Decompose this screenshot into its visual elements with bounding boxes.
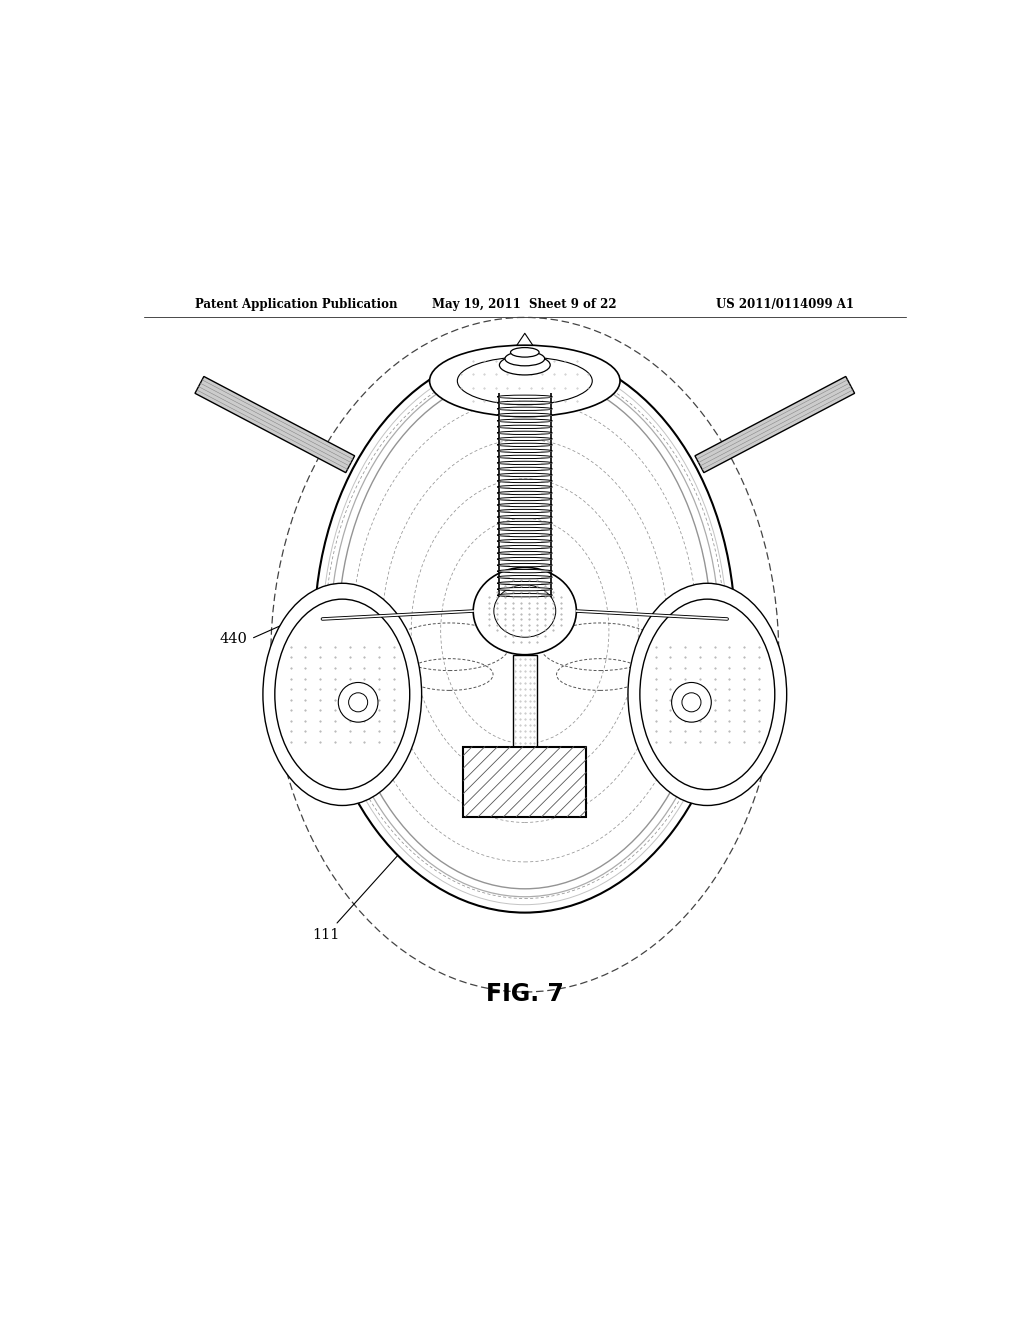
Ellipse shape — [498, 564, 552, 566]
Ellipse shape — [498, 521, 552, 524]
Circle shape — [338, 682, 378, 722]
Ellipse shape — [263, 583, 422, 805]
Ellipse shape — [498, 449, 552, 453]
Ellipse shape — [498, 474, 552, 477]
Ellipse shape — [498, 455, 552, 458]
Circle shape — [682, 693, 701, 711]
Text: 500: 500 — [712, 748, 739, 763]
Ellipse shape — [498, 491, 552, 495]
Ellipse shape — [473, 568, 577, 655]
Ellipse shape — [498, 557, 552, 561]
Ellipse shape — [274, 599, 410, 789]
Ellipse shape — [511, 347, 539, 358]
Ellipse shape — [498, 545, 552, 549]
Text: May 19, 2011  Sheet 9 of 22: May 19, 2011 Sheet 9 of 22 — [432, 298, 617, 312]
Ellipse shape — [498, 540, 552, 543]
Ellipse shape — [498, 503, 552, 507]
Ellipse shape — [458, 358, 592, 405]
Ellipse shape — [314, 350, 735, 912]
Ellipse shape — [498, 413, 552, 417]
Ellipse shape — [498, 407, 552, 411]
Text: 440: 440 — [219, 632, 247, 645]
Ellipse shape — [498, 395, 552, 399]
Text: 312: 312 — [555, 589, 612, 618]
Ellipse shape — [498, 479, 552, 483]
Ellipse shape — [498, 576, 552, 578]
Ellipse shape — [498, 515, 552, 519]
Text: 440: 440 — [712, 690, 739, 704]
Ellipse shape — [500, 355, 550, 375]
Ellipse shape — [498, 444, 552, 446]
Ellipse shape — [640, 599, 775, 789]
Text: 301: 301 — [559, 421, 655, 463]
Ellipse shape — [628, 583, 786, 805]
Ellipse shape — [498, 425, 552, 429]
Ellipse shape — [498, 401, 552, 404]
Ellipse shape — [498, 437, 552, 441]
Ellipse shape — [498, 594, 552, 597]
Ellipse shape — [498, 528, 552, 531]
Ellipse shape — [430, 346, 620, 417]
Ellipse shape — [505, 351, 545, 366]
Polygon shape — [695, 376, 855, 473]
Ellipse shape — [498, 486, 552, 488]
Circle shape — [348, 693, 368, 711]
Bar — [513, 655, 537, 747]
Ellipse shape — [498, 582, 552, 585]
Ellipse shape — [498, 533, 552, 537]
Ellipse shape — [498, 461, 552, 465]
Text: 111: 111 — [312, 776, 469, 942]
Ellipse shape — [498, 552, 552, 554]
Ellipse shape — [498, 510, 552, 512]
Ellipse shape — [498, 467, 552, 471]
Ellipse shape — [498, 420, 552, 422]
Bar — [463, 747, 587, 817]
Polygon shape — [195, 376, 354, 473]
Ellipse shape — [498, 498, 552, 500]
Circle shape — [672, 682, 712, 722]
Ellipse shape — [494, 585, 556, 638]
Text: Patent Application Publication: Patent Application Publication — [196, 298, 398, 312]
Text: FIG. 7: FIG. 7 — [485, 982, 564, 1006]
Ellipse shape — [498, 569, 552, 573]
Ellipse shape — [498, 587, 552, 591]
Text: US 2011/0114099 A1: US 2011/0114099 A1 — [716, 298, 854, 312]
Ellipse shape — [498, 432, 552, 434]
